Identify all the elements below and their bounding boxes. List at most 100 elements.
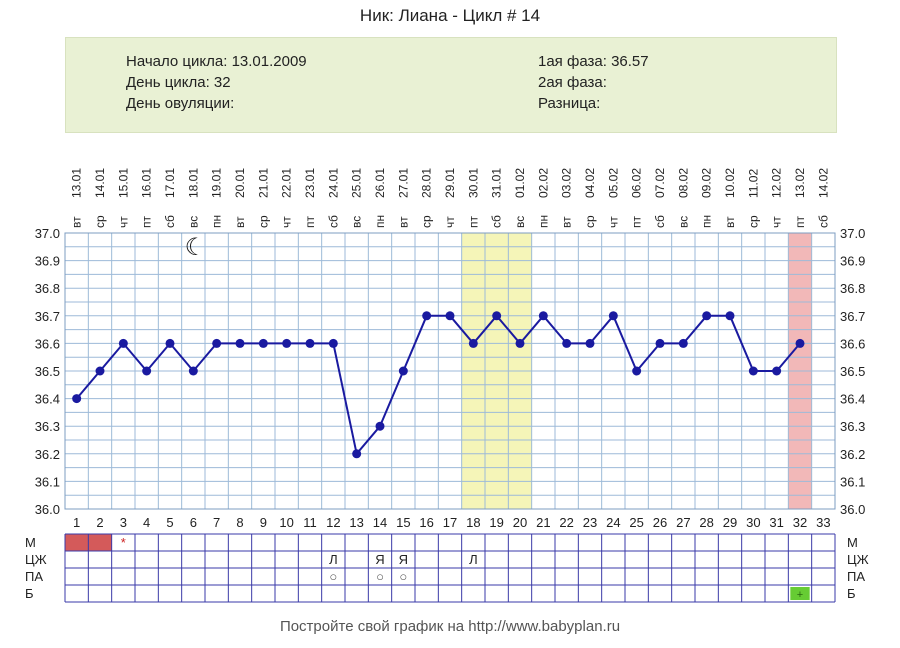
temp-point-day-18[interactable] [468,338,478,348]
temp-point-day-17[interactable] [445,311,455,321]
row-0-fill-day-2 [88,534,112,551]
temp-point-day-22[interactable] [562,338,572,348]
row-1-mark-day-18: Л [469,552,478,567]
day-number-33: 33 [816,515,830,530]
temp-point-day-30[interactable] [748,366,758,376]
x-weekday-label-31: чт [770,216,784,228]
phase1-value: 36.57 [611,53,649,70]
x-weekday-label-17: чт [443,216,457,228]
day-number-27: 27 [676,515,690,530]
temp-point-day-8[interactable] [235,338,245,348]
x-weekday-label-27: вс [676,216,690,228]
x-weekday-label-6: вс [186,216,200,228]
x-date-label-17: 29.01 [443,168,457,198]
day-number-7: 7 [213,515,220,530]
x-weekday-label-14: пн [373,215,387,228]
temp-point-day-11[interactable] [305,338,315,348]
phase1-row: 1ая фаза: 36.57 [538,51,649,72]
temp-point-day-26[interactable] [655,338,665,348]
row-3-test-day-32 [790,587,810,600]
y-tick-left-36.5: 36.5 [35,364,60,379]
x-weekday-label-12: сб [326,215,340,228]
row-1-mark-day-15: Я [399,552,408,567]
temp-point-day-10[interactable] [282,338,292,348]
day-number-20: 20 [513,515,527,530]
row-label-left-2: ПА [25,569,43,584]
x-weekday-label-28: пн [700,215,714,228]
temp-point-day-27[interactable] [678,338,688,348]
day-number-30: 30 [746,515,760,530]
x-date-label-11: 23.01 [303,168,317,198]
temp-point-day-7[interactable] [212,338,222,348]
chart-title: Ник: Лиана - Цикл # 14 [359,6,541,25]
y-tick-right-36.1: 36.1 [840,474,865,489]
day-number-21: 21 [536,515,550,530]
day-number-19: 19 [489,515,503,530]
temp-point-day-9[interactable] [258,338,268,348]
x-date-label-32: 13.02 [793,168,807,198]
day-number-5: 5 [166,515,173,530]
day-number-11: 11 [303,515,317,530]
temp-point-day-15[interactable] [398,366,408,376]
temp-point-day-14[interactable] [375,421,385,431]
temp-point-day-19[interactable] [492,311,502,321]
ovulation-row: День овуляции: [126,93,307,114]
footer-credit: Постройте свой график на http://www.baby… [279,618,621,635]
day-number-10: 10 [279,515,293,530]
row-0-mark-day-3: * [121,535,126,550]
x-date-label-8: 20.01 [233,168,247,198]
day-number-26: 26 [653,515,667,530]
x-date-label-23: 04.02 [583,168,597,198]
x-date-label-33: 14.02 [816,168,830,198]
x-date-label-15: 27.01 [396,168,410,198]
cycle-info-left: Начало цикла: 13.01.2009 День цикла: 32 … [126,51,307,114]
day-number-22: 22 [559,515,573,530]
y-tick-left-36.1: 36.1 [35,474,60,489]
temp-point-day-20[interactable] [515,338,525,348]
day-number-23: 23 [583,515,597,530]
phase2-row: 2ая фаза: [538,72,649,93]
day-number-4: 4 [143,515,150,530]
y-tick-right-37.0: 37.0 [840,226,865,241]
temp-point-day-21[interactable] [538,311,548,321]
row-1-mark-day-12: Л [329,552,338,567]
temp-point-day-6[interactable] [188,366,198,376]
x-date-label-25: 06.02 [630,168,644,198]
diff-label: Разница: [538,95,601,112]
row-0-fill-day-1 [65,534,89,551]
temp-point-day-3[interactable] [118,338,128,348]
x-date-label-22: 03.02 [560,168,574,198]
temp-point-day-16[interactable] [422,311,432,321]
y-tick-left-36.3: 36.3 [35,419,60,434]
temp-point-day-2[interactable] [95,366,105,376]
row-label-right-0: М [847,535,858,550]
temp-point-day-31[interactable] [772,366,782,376]
day-number-31: 31 [769,515,783,530]
temp-point-day-1[interactable] [72,394,82,404]
temp-point-day-5[interactable] [165,338,175,348]
x-weekday-label-15: вт [396,216,410,228]
temp-point-day-13[interactable] [352,449,362,459]
y-tick-left-37.0: 37.0 [35,226,60,241]
cycle-day-label: День цикла: [126,74,210,91]
x-date-label-19: 31.01 [490,168,504,198]
day-number-18: 18 [466,515,480,530]
x-weekday-label-10: чт [280,216,294,228]
day-number-14: 14 [373,515,387,530]
x-weekday-label-16: ср [420,215,434,228]
x-date-label-16: 28.01 [420,168,434,198]
temp-point-day-25[interactable] [632,366,642,376]
temp-point-day-12[interactable] [328,338,338,348]
x-date-label-14: 26.01 [373,168,387,198]
temp-point-day-29[interactable] [725,311,735,321]
x-date-label-27: 08.02 [676,168,690,198]
temp-point-day-23[interactable] [585,338,595,348]
temp-point-day-4[interactable] [142,366,152,376]
temp-point-day-32[interactable] [795,338,805,348]
temp-point-day-24[interactable] [608,311,618,321]
x-weekday-label-32: пт [793,216,807,228]
day-number-8: 8 [236,515,243,530]
day-number-24: 24 [606,515,620,530]
temp-point-day-28[interactable] [702,311,712,321]
